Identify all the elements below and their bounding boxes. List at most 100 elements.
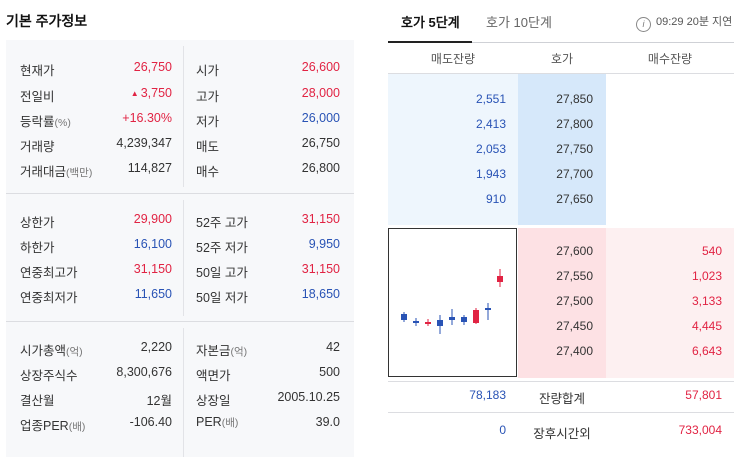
column-divider (183, 328, 184, 457)
row-label-2: 자본금(억) (196, 340, 247, 359)
price-info-row: 전일비 ▲ 3,750 고가 28,000 (6, 82, 354, 107)
row-value-text: 114,827 (127, 161, 172, 175)
sell-price-cell[interactable]: 27,750 (556, 142, 593, 156)
buy-price-cell[interactable]: 27,500 (556, 294, 593, 308)
price-info-row: 시가총액 (억) 2,220 자본금(억) 42 (6, 336, 354, 361)
price-info-row: 연중최고가 31,150 50일 고가 31,150 (6, 258, 354, 283)
sell-price-cell[interactable]: 27,650 (556, 192, 593, 206)
row-label-2-text: 50일 저가 (196, 291, 248, 305)
sell-price-cell[interactable]: 27,700 (556, 167, 593, 181)
sell-volume-cell: 2,053 (475, 142, 506, 156)
buy-volume-area (606, 228, 734, 378)
price-info-row: 연중최저가 11,650 50일 저가 18,650 (6, 283, 354, 308)
row-value-2: 26,600 (301, 60, 340, 74)
candle (425, 319, 431, 326)
candle (413, 318, 419, 326)
row-value: -106.40 (130, 415, 172, 429)
empty-buy-area (606, 74, 734, 225)
price-info-row: 결산월 12월 상장일 2005.10.25 (6, 386, 354, 411)
sell-volume-cell: 2,413 (475, 117, 506, 131)
row-label-2-text: 액면가 (196, 369, 231, 383)
price-info-row: 하한가 16,100 52주 저가 9,950 (6, 233, 354, 258)
sell-price-cell[interactable]: 27,800 (556, 117, 593, 131)
row-value-text: 26,750 (133, 60, 172, 74)
delay-info: i 09:29 20분 지연 (636, 13, 732, 32)
row-label-text: 연중최고가 (20, 266, 78, 280)
buy-price-cell[interactable]: 27,600 (556, 244, 593, 258)
header-sell-volume: 매도잔량 (430, 52, 476, 66)
row-label-unit: (%) (54, 117, 71, 129)
row-value-text: 2,220 (140, 340, 172, 354)
row-label-2-text: 52주 고가 (196, 216, 248, 230)
row-value-2: 31,150 (301, 262, 340, 276)
row-label-text: 결산월 (20, 394, 55, 408)
row-label-2: 50일 고가 (196, 262, 248, 281)
sell-price-area (518, 74, 606, 225)
row-value: 2,220 (141, 340, 172, 354)
row-label-2: 상장일 (196, 390, 231, 409)
row-value-2: 26,750 (301, 136, 340, 150)
buy-price-area (518, 228, 606, 378)
row-value-2: 28,000 (301, 86, 340, 100)
price-info-row: 등락률(%) +16.30% 저가 26,000 (6, 107, 354, 132)
row-value-text: -106.40 (129, 415, 172, 429)
row-label: 업종PER(배) (20, 415, 85, 434)
after-hours-sell-volume: 0 (499, 423, 506, 437)
row-label-2: 저가 (196, 111, 219, 130)
sell-volume-cell: 2,551 (475, 92, 506, 106)
candle (497, 269, 503, 287)
row-value-text: 8,300,676 (116, 365, 172, 379)
row-value-2: 42 (326, 340, 340, 354)
row-label-2-text: 저가 (196, 115, 220, 129)
summary-divider (388, 381, 734, 382)
row-label-text: 상한가 (20, 216, 55, 230)
row-value-text: 31,150 (133, 262, 172, 276)
row-label-2: 50일 저가 (196, 287, 248, 306)
row-value: 16,100 (134, 237, 172, 251)
row-label: 상장주식수 (20, 365, 78, 384)
row-value: +16.30% (122, 111, 172, 125)
row-label-text: 거래대금 (20, 165, 67, 179)
header-buy-volume: 매수잔량 (647, 52, 693, 66)
sell-volume-cell: 910 (485, 192, 506, 206)
row-value-2: 500 (319, 365, 340, 379)
row-value-text: 16,100 (133, 237, 172, 251)
header-divider (388, 73, 734, 74)
section-divider (6, 321, 354, 322)
row-value: 29,900 (134, 212, 172, 226)
row-label-2-unit: (배) (221, 417, 239, 429)
row-value-2: 9,950 (308, 237, 340, 251)
tab-10-levels[interactable]: 호가 10단계 (486, 15, 552, 30)
buy-price-cell[interactable]: 27,450 (556, 319, 593, 333)
row-value: 114,827 (128, 161, 172, 175)
row-label-text: 시가총액 (20, 344, 67, 358)
candle (485, 303, 491, 320)
row-value-text: 12월 (146, 394, 172, 408)
buy-volume-cell: 6,643 (691, 344, 722, 358)
row-label-2-unit: (억) (230, 346, 248, 358)
row-label: 결산월 (20, 390, 55, 409)
row-label: 전일비 (20, 86, 55, 105)
row-label-2: 시가 (196, 60, 219, 79)
row-label: 연중최고가 (20, 262, 78, 281)
row-label-2: 고가 (196, 86, 219, 105)
buy-price-cell[interactable]: 27,400 (556, 344, 593, 358)
price-info-row: 상한가 29,900 52주 고가 31,150 (6, 208, 354, 233)
row-value-2: 26,000 (301, 111, 340, 125)
price-info-row: 현재가 26,750 시가 26,600 (6, 56, 354, 81)
buy-price-cell[interactable]: 27,550 (556, 269, 593, 283)
total-sell-volume: 78,183 (469, 388, 506, 402)
header-price: 호가 (550, 52, 574, 66)
buy-volume-cell: 1,023 (691, 269, 722, 283)
row-label-text: 하한가 (20, 241, 55, 255)
row-label-2-text: 50일 고가 (196, 266, 248, 280)
section-title-basic-price-info: 기본 주가정보 (6, 13, 88, 29)
sell-price-cell[interactable]: 27,850 (556, 92, 593, 106)
mini-candle-chart-svg (401, 269, 503, 334)
candle (449, 309, 455, 325)
row-label-text: 상장주식수 (20, 369, 78, 383)
info-icon[interactable]: i (636, 17, 651, 32)
row-label-2-text: PER (196, 415, 222, 429)
tab-5-levels[interactable]: 호가 5단계 (401, 15, 460, 30)
row-value: 11,650 (135, 287, 172, 301)
